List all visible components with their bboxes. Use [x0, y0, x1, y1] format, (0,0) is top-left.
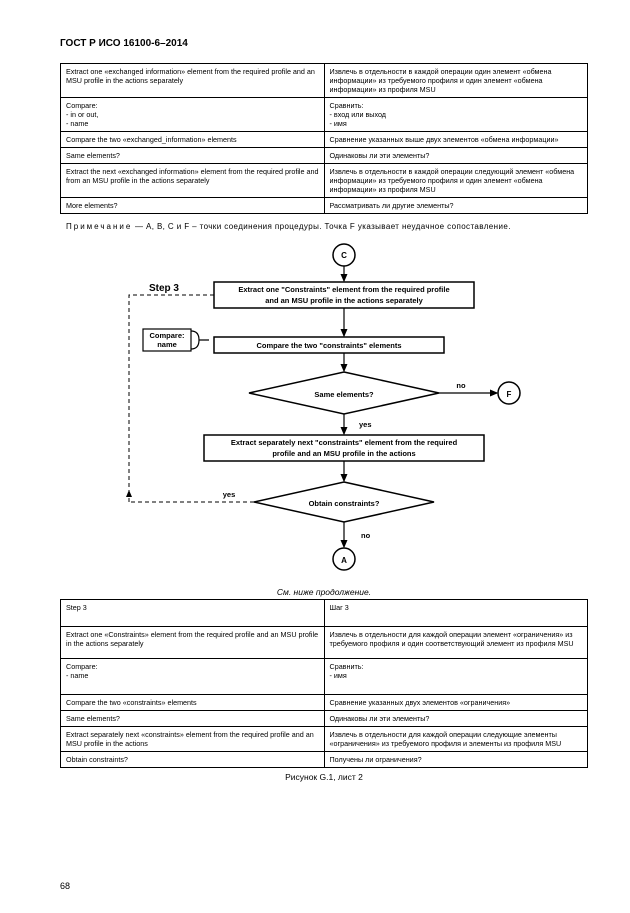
flowchart-svg: C Step 3 Extract one "Constraints" eleme…: [109, 241, 539, 581]
box2-text: Compare the two "constraints" elements: [256, 341, 401, 350]
table-cell: Extract the next «exchanged information»…: [61, 164, 325, 198]
note: Примечание — A, B, C и F – точки соедине…: [66, 222, 588, 231]
table-row: Compare: - in or out, - nameСравнить: - …: [61, 98, 588, 132]
table-row: Extract one «exchanged information» elem…: [61, 64, 588, 98]
table-cell: Получены ли ограничения?: [324, 752, 588, 768]
box3-line2: profile and an MSU profile in the action…: [272, 449, 415, 458]
table-row: Extract separately next «constraints» el…: [61, 727, 588, 752]
table-row: More elements?Рассматривать ли другие эл…: [61, 198, 588, 214]
table-cell: Same elements?: [61, 711, 325, 727]
compare-line1: Compare:: [149, 331, 184, 340]
d1-yes-label: yes: [359, 420, 372, 429]
d2-no-label: no: [361, 531, 371, 540]
figure-caption: Рисунок G.1, лист 2: [60, 772, 588, 782]
table-cell: More elements?: [61, 198, 325, 214]
box1-line1: Extract one "Constraints" element from t…: [238, 285, 449, 294]
decision2-text: Obtain constraints?: [309, 499, 380, 508]
connector-a-label: A: [341, 556, 347, 565]
table-cell: Извлечь в отдельности для каждой операци…: [324, 727, 588, 752]
table-cell: Извлечь в отдельности для каждой операци…: [324, 627, 588, 659]
table-cell: Сравнение указанных двух элементов «огра…: [324, 695, 588, 711]
page-number: 68: [60, 881, 70, 891]
flowchart-container: C Step 3 Extract one "Constraints" eleme…: [60, 241, 588, 581]
box3-line1: Extract separately next "constraints" el…: [231, 438, 458, 447]
table-cell: Obtain constraints?: [61, 752, 325, 768]
table-cell: Extract one «exchanged information» elem…: [61, 64, 325, 98]
table-cell: Extract separately next «constraints» el…: [61, 727, 325, 752]
connector-f-label: F: [507, 390, 512, 399]
table-cell: Извлечь в отдельности в каждой операции …: [324, 64, 588, 98]
compare-line2: name: [157, 340, 177, 349]
table-cell: Compare: - in or out, - name: [61, 98, 325, 132]
table-row: Compare: - nameСравнить: - имя: [61, 659, 588, 695]
table-row: Extract one «Constraints» element from t…: [61, 627, 588, 659]
d2-yes-label: yes: [223, 490, 236, 499]
decision1-text: Same elements?: [314, 390, 374, 399]
table-cell: Рассматривать ли другие элементы?: [324, 198, 588, 214]
table-cell: Same elements?: [61, 148, 325, 164]
table-cell: Шаг 3: [324, 600, 588, 627]
translation-table-1: Extract one «exchanged information» elem…: [60, 63, 588, 214]
table-row: Same elements?Одинаковы ли эти элементы?: [61, 148, 588, 164]
table-row: Extract the next «exchanged information»…: [61, 164, 588, 198]
table-cell: Compare the two «constraints» elements: [61, 695, 325, 711]
table-cell: Step 3: [61, 600, 325, 627]
connector-c-label: C: [341, 251, 347, 260]
table-cell: Extract one «Constraints» element from t…: [61, 627, 325, 659]
table-row: Compare the two «exchanged_information» …: [61, 132, 588, 148]
note-label: Примечание: [66, 222, 132, 231]
table-row: Step 3Шаг 3: [61, 600, 588, 627]
table-cell: Сравнить: - имя: [324, 659, 588, 695]
d1-no-label: no: [456, 381, 466, 390]
table-cell: Compare the two «exchanged_information» …: [61, 132, 325, 148]
table-cell: Одинаковы ли эти элементы?: [324, 711, 588, 727]
table-cell: Compare: - name: [61, 659, 325, 695]
table-row: Same elements?Одинаковы ли эти элементы?: [61, 711, 588, 727]
table-cell: Сравнить: - вход или выход - имя: [324, 98, 588, 132]
translation-table-2: Step 3Шаг 3Extract one «Constraints» ele…: [60, 599, 588, 768]
box1-line2: and an MSU profile in the actions separa…: [265, 296, 423, 305]
step-label: Step 3: [149, 283, 179, 294]
table-cell: Сравнение указанных выше двух элементов …: [324, 132, 588, 148]
table-cell: Извлечь в отдельности в каждой операции …: [324, 164, 588, 198]
table-cell: Одинаковы ли эти элементы?: [324, 148, 588, 164]
continuation-note: См. ниже продолжение.: [60, 587, 588, 597]
table-row: Obtain constraints?Получены ли ограничен…: [61, 752, 588, 768]
table-row: Compare the two «constraints» elementsСр…: [61, 695, 588, 711]
document-header: ГОСТ Р ИСО 16100-6–2014: [60, 38, 588, 49]
page: ГОСТ Р ИСО 16100-6–2014 Extract one «exc…: [0, 0, 630, 913]
note-text: — A, B, C и F – точки соединения процеду…: [135, 222, 511, 231]
